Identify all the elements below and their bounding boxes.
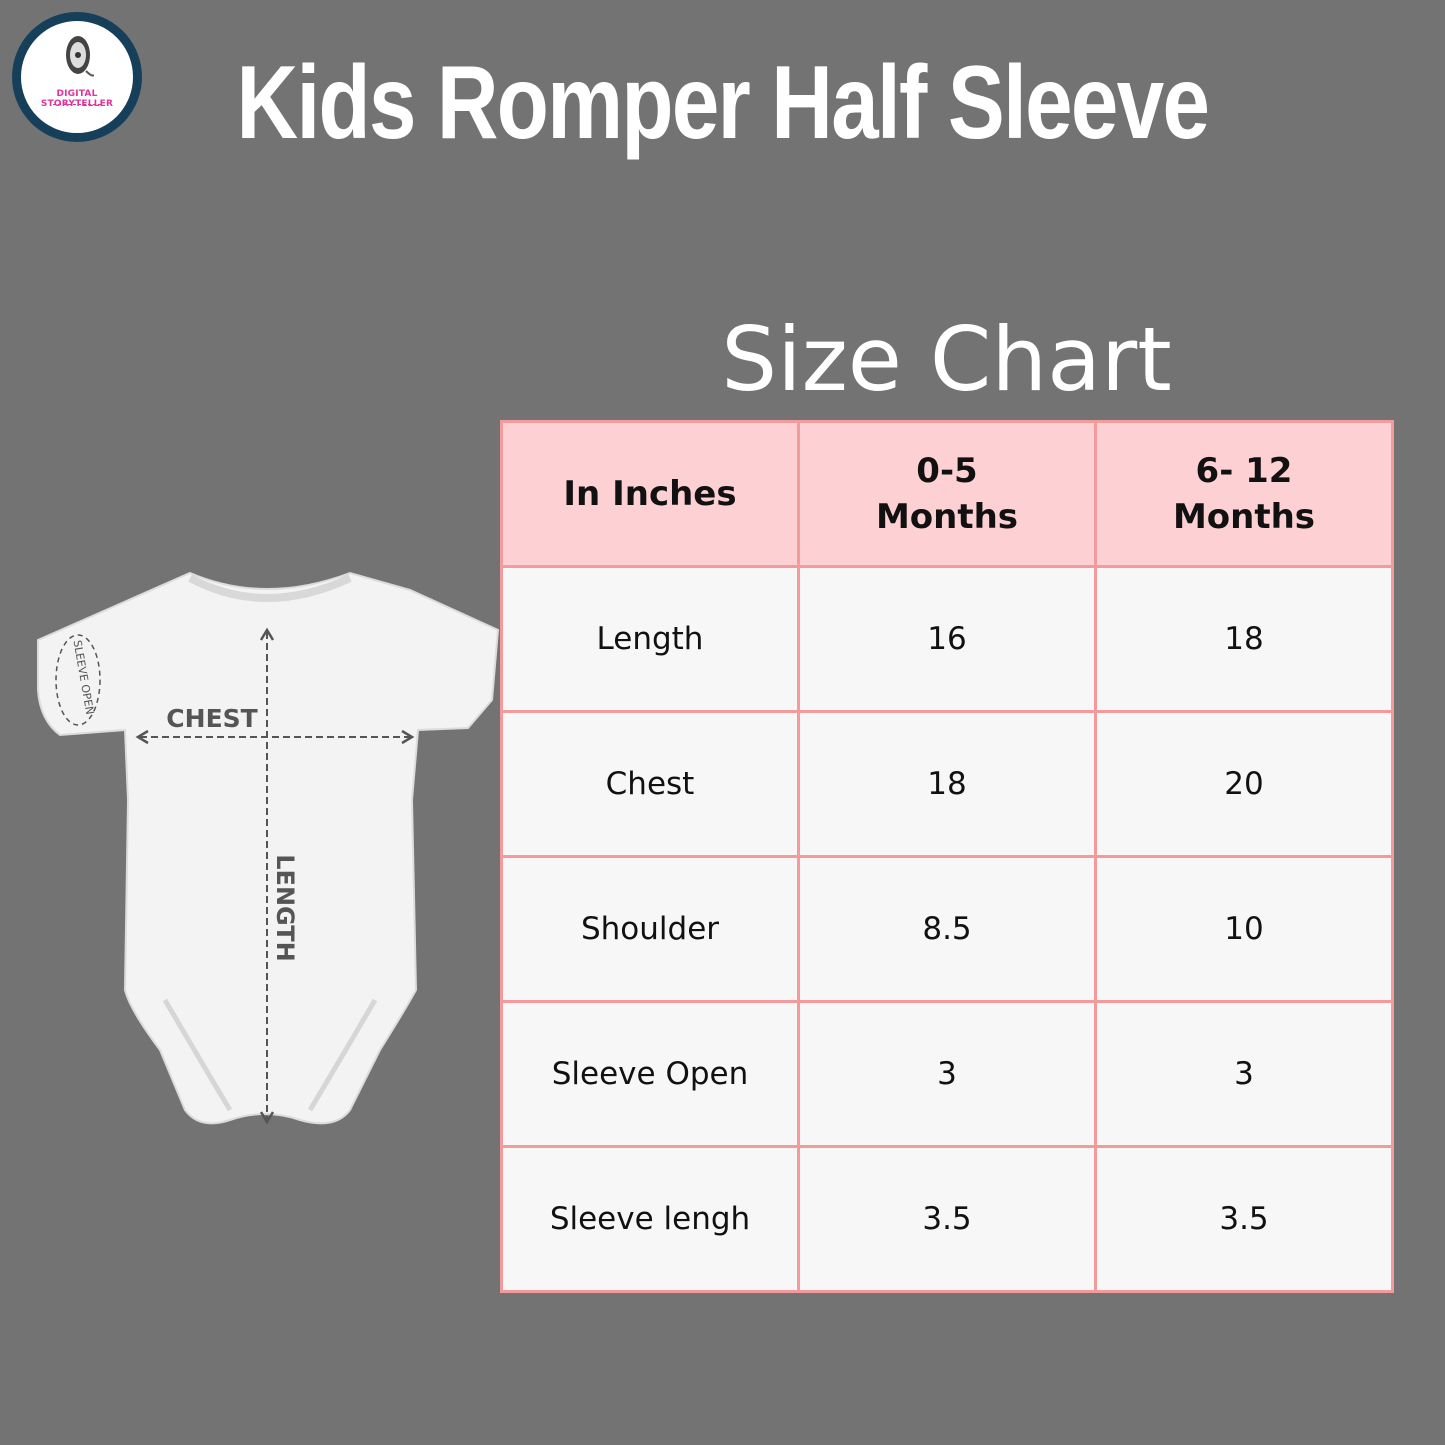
cell-value: 3.5 [797, 1145, 1097, 1293]
page-title: Kids Romper Half Sleeve [236, 45, 1210, 161]
size-chart-table: In Inches 0-5 Months 6- 12 Months Length 16… [500, 420, 1394, 1293]
row-label: Shoulder [500, 855, 800, 1003]
cell-value: 3.5 [1094, 1145, 1394, 1293]
cell-value: 18 [1094, 565, 1394, 713]
row-label: Length [500, 565, 800, 713]
header-unit: In Inches [500, 420, 800, 568]
film-reel-icon [66, 36, 94, 77]
table-row: Chest 18 20 [500, 710, 1394, 858]
romper-body [37, 571, 500, 1125]
cell-value: 20 [1094, 710, 1394, 858]
length-label: LENGTH [271, 854, 299, 962]
cell-value: 10 [1094, 855, 1394, 1003]
row-label: Sleeve lengh [500, 1145, 800, 1293]
brand-logo: DIGITAL STORYTELLER [12, 12, 142, 142]
table-row: Sleeve Open 3 3 [500, 1000, 1394, 1148]
row-label: Sleeve Open [500, 1000, 800, 1148]
cell-value: 16 [797, 565, 1097, 713]
header-0-5-months: 0-5 Months [797, 420, 1097, 568]
header-6-12-months: 6- 12 Months [1094, 420, 1394, 568]
cell-value: 3 [1094, 1000, 1394, 1148]
table-row: Shoulder 8.5 10 [500, 855, 1394, 1003]
romper-illustration: CHEST LENGTH SLEEVE OPEN [37, 571, 500, 1125]
row-label: Chest [500, 710, 800, 858]
logo-underline [53, 104, 101, 105]
cell-value: 8.5 [797, 855, 1097, 1003]
table-row: Length 16 18 [500, 565, 1394, 713]
cell-value: 18 [797, 710, 1097, 858]
chest-label: CHEST [166, 704, 257, 733]
size-chart-heading: Size Chart [721, 308, 1172, 411]
cell-value: 3 [797, 1000, 1097, 1148]
table-row: Sleeve lengh 3.5 3.5 [500, 1145, 1394, 1293]
table-header-row: In Inches 0-5 Months 6- 12 Months [500, 420, 1394, 568]
